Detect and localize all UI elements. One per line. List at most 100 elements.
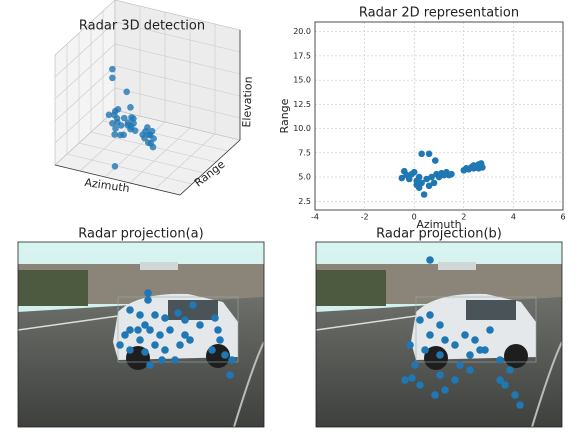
point bbox=[151, 341, 159, 349]
point bbox=[411, 361, 419, 369]
point bbox=[131, 127, 139, 134]
wheel bbox=[504, 344, 528, 368]
camera-image bbox=[316, 242, 562, 427]
point bbox=[406, 341, 414, 349]
axes-frame bbox=[314, 21, 564, 211]
point bbox=[211, 314, 219, 322]
point bbox=[456, 361, 464, 369]
point bbox=[126, 346, 134, 354]
point bbox=[189, 301, 197, 309]
point bbox=[501, 381, 509, 389]
point bbox=[496, 376, 504, 384]
point bbox=[430, 179, 438, 187]
point bbox=[436, 371, 444, 379]
point bbox=[418, 179, 425, 187]
point bbox=[425, 150, 433, 158]
z-axis-label: Elevation bbox=[240, 76, 255, 128]
lane bbox=[316, 315, 417, 331]
axes-frame bbox=[315, 241, 563, 428]
point bbox=[511, 391, 519, 399]
point bbox=[156, 331, 164, 339]
point bbox=[470, 162, 478, 169]
point bbox=[401, 376, 409, 384]
point bbox=[151, 311, 159, 319]
point bbox=[428, 173, 435, 181]
point bbox=[109, 65, 116, 73]
box-outline bbox=[415, 296, 537, 363]
grid-line bbox=[79, 6, 141, 172]
point bbox=[431, 391, 439, 399]
point bbox=[196, 321, 204, 329]
point bbox=[146, 361, 154, 369]
grid-line bbox=[54, 43, 241, 100]
point bbox=[423, 175, 430, 183]
chart-title: Radar 3D detection bbox=[79, 19, 205, 34]
point bbox=[109, 74, 116, 82]
chart-title: Radar projection(a) bbox=[78, 227, 203, 242]
point bbox=[421, 346, 429, 354]
point bbox=[214, 326, 222, 334]
point bbox=[408, 374, 416, 382]
point bbox=[221, 351, 229, 359]
point bbox=[415, 184, 423, 192]
y-tick-label: 5.0 bbox=[298, 173, 311, 182]
point bbox=[111, 107, 119, 115]
y-tick-label: 20.0 bbox=[293, 27, 311, 36]
point bbox=[418, 150, 425, 158]
point bbox=[136, 336, 144, 344]
x-axis-label: Azimuth bbox=[84, 176, 131, 195]
lane bbox=[18, 315, 119, 331]
point bbox=[416, 316, 424, 324]
y-tick-label: 12.5 bbox=[293, 100, 311, 109]
trees bbox=[18, 270, 88, 306]
point bbox=[436, 351, 444, 359]
point bbox=[161, 346, 169, 354]
y-tick-label: 17.5 bbox=[293, 51, 311, 60]
point bbox=[398, 174, 406, 182]
point bbox=[506, 366, 514, 374]
plot-3d bbox=[54, 0, 241, 196]
grid-line bbox=[154, 24, 216, 190]
point bbox=[228, 356, 236, 364]
point bbox=[436, 321, 444, 329]
point bbox=[466, 351, 474, 359]
point bbox=[130, 120, 137, 127]
point bbox=[408, 170, 416, 178]
point bbox=[441, 386, 449, 394]
car-window bbox=[466, 300, 516, 320]
grid-line bbox=[54, 87, 241, 144]
point bbox=[216, 336, 224, 344]
axis-line bbox=[54, 164, 181, 196]
sign bbox=[140, 262, 178, 270]
point bbox=[181, 331, 189, 339]
point bbox=[134, 326, 142, 334]
grid-line bbox=[90, 22, 217, 163]
point bbox=[226, 371, 234, 379]
point bbox=[405, 175, 413, 183]
point bbox=[426, 311, 434, 319]
point bbox=[126, 306, 134, 314]
point bbox=[174, 309, 182, 317]
grid-line bbox=[129, 18, 191, 184]
point bbox=[496, 356, 504, 364]
sign bbox=[438, 262, 476, 270]
point bbox=[116, 341, 124, 349]
point bbox=[451, 376, 459, 384]
point bbox=[415, 173, 423, 181]
point bbox=[471, 336, 479, 344]
point bbox=[475, 165, 482, 172]
point bbox=[141, 321, 149, 329]
point bbox=[420, 191, 428, 198]
point bbox=[441, 336, 449, 344]
point bbox=[426, 256, 434, 264]
curb bbox=[531, 341, 562, 427]
point bbox=[171, 356, 179, 364]
point bbox=[208, 346, 216, 354]
point bbox=[111, 163, 119, 170]
pane bbox=[54, 0, 116, 166]
point bbox=[146, 326, 154, 334]
grid-line bbox=[104, 12, 166, 178]
point bbox=[130, 115, 137, 122]
y-axis-label: Range bbox=[278, 98, 291, 133]
